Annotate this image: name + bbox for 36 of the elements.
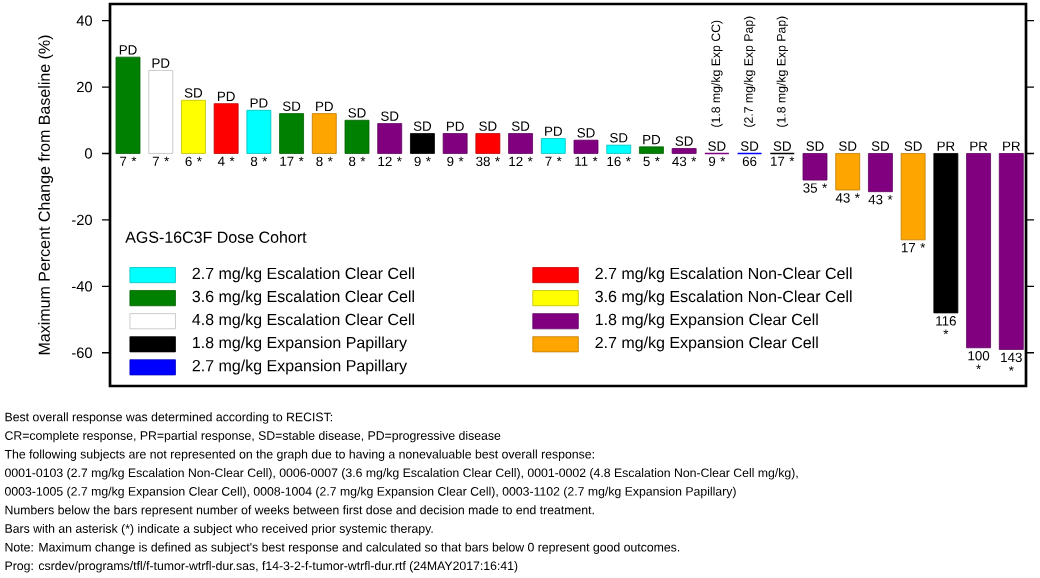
bar [344, 119, 370, 154]
bar [311, 113, 337, 154]
legend-label: 3.6 mg/kg Escalation Non-Clear Cell [595, 290, 852, 306]
bar [148, 70, 174, 154]
bar [475, 133, 501, 154]
bar [998, 153, 1024, 350]
bar [213, 103, 239, 154]
bar [802, 153, 828, 181]
bar [442, 133, 468, 154]
bar [606, 144, 632, 154]
legend-label: 2.7 mg/kg Escalation Non-Clear Cell [595, 267, 852, 283]
bar [508, 133, 533, 154]
bar [900, 153, 926, 241]
bar [639, 146, 664, 154]
legend-title: AGS-16C3F Dose Cohort [125, 231, 307, 243]
bar [868, 153, 893, 193]
bar [966, 153, 991, 349]
bar [933, 153, 959, 314]
bar [115, 56, 141, 154]
bar [279, 113, 304, 154]
bar [246, 109, 272, 154]
legend-label: 2.7 mg/kg Expansion Papillary [192, 359, 408, 375]
legend-label: 1.8 mg/kg Expansion Clear Cell [595, 313, 818, 329]
bar [671, 148, 697, 154]
bar [181, 99, 206, 154]
bar [410, 133, 435, 154]
y-axis-title: Maximum Percent Change from Baseline (%) [38, 35, 54, 355]
legend-label: 2.7 mg/kg Escalation Clear Cell [192, 267, 414, 283]
legend-label: 3.6 mg/kg Escalation Clear Cell [192, 290, 414, 306]
bar [377, 123, 403, 154]
legend-label: 4.8 mg/kg Escalation Clear Cell [192, 313, 414, 329]
legend-label: 2.7 mg/kg Expansion Clear Cell [595, 336, 818, 352]
legend-label: 1.8 mg/kg Expansion Papillary [193, 336, 408, 352]
bar [573, 139, 599, 154]
bar [540, 138, 566, 154]
bar [835, 153, 861, 191]
